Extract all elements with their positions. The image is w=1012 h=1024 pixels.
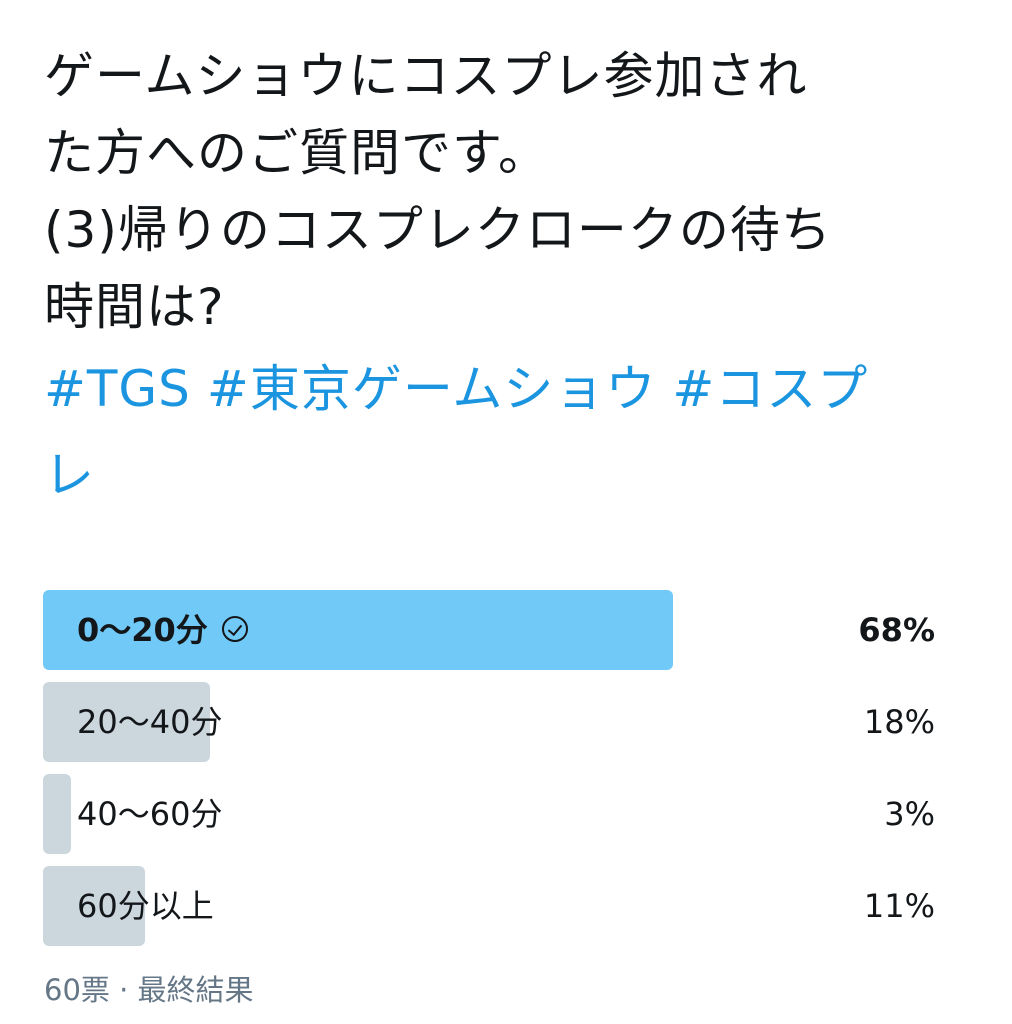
tweet-text-line: (3)帰りのコスプレクロークの待ち — [44, 201, 832, 259]
poll-option: 60分以上 11% — [43, 866, 935, 958]
poll-option-percent: 11% — [863, 887, 935, 925]
poll-option-text: 0〜20分 — [77, 611, 208, 649]
tweet-text-line: ゲームショウにコスプレ参加され — [44, 47, 808, 105]
hashtag-row: レ — [44, 432, 974, 518]
poll-result-bar — [43, 774, 71, 854]
hashtag-tokyo-game-show[interactable]: #東京ゲームショウ — [206, 360, 657, 418]
hashtag-tgs[interactable]: #TGS — [44, 360, 191, 418]
tweet-text: ゲームショウにコスプレ参加され た方へのご質問です。 (3)帰りのコスプレクロー… — [44, 38, 974, 518]
poll-option: 40〜60分 3% — [43, 774, 935, 866]
hashtag-cosplay[interactable]: #コスプ — [672, 360, 869, 418]
tweet-text-line: 時間は? — [44, 278, 225, 336]
poll: 0〜20分 68% 20〜40分 18% 40〜60分 3% 60分以上 11% — [43, 590, 935, 958]
poll-option-text: 20〜40分 — [77, 703, 223, 741]
poll-option-percent: 68% — [858, 611, 935, 649]
tweet-text-line: た方へのご質問です。 — [44, 124, 549, 182]
poll-option: 20〜40分 18% — [43, 682, 935, 774]
poll-option-label: 20〜40分 — [77, 682, 222, 762]
poll-option-text: 60分以上 — [77, 887, 214, 925]
hashtag-cosplay-continued[interactable]: レ — [44, 446, 95, 504]
poll-option-label: 60分以上 — [77, 866, 214, 946]
check-circle-icon — [221, 616, 248, 642]
poll-result-bar — [43, 682, 210, 762]
hashtag-row: #TGS #東京ゲームショウ #コスプ — [44, 346, 974, 432]
poll-option-label: 40〜60分 — [77, 774, 222, 854]
poll-option: 0〜20分 68% — [43, 590, 935, 682]
poll-result-bar — [43, 866, 145, 946]
poll-option-label: 0〜20分 — [77, 590, 248, 670]
poll-option-text: 40〜60分 — [77, 795, 223, 833]
poll-option-percent: 3% — [884, 795, 935, 833]
poll-result-bar — [43, 590, 673, 670]
poll-footer: 60票 · 最終結果 — [44, 973, 254, 1007]
poll-option-percent: 18% — [863, 703, 935, 741]
